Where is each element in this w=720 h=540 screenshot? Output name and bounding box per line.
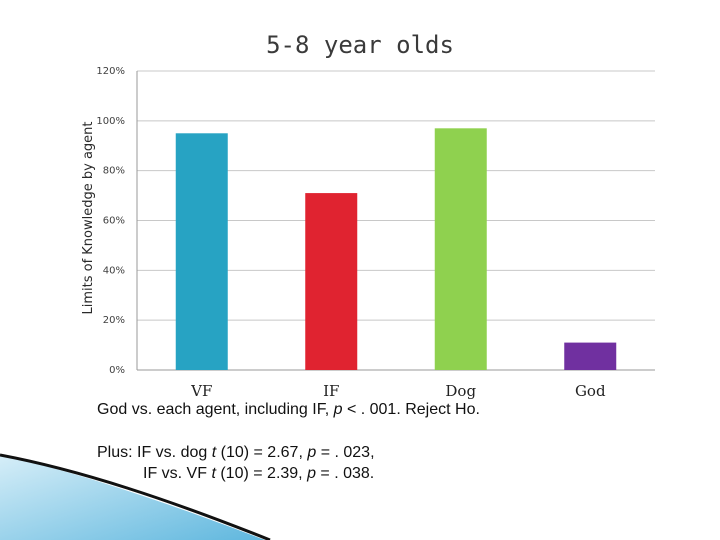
y-axis-label: Limits of Knowledge by agent <box>81 121 96 314</box>
y-tick-label: 120% <box>96 66 125 77</box>
y-tick-label: 20% <box>103 315 125 326</box>
bar-god <box>564 342 617 370</box>
decorative-swoosh <box>0 455 265 540</box>
y-tick-label: 0% <box>109 365 125 376</box>
y-tick-label: 60% <box>103 216 125 227</box>
comparison-note-2: IF vs. VF t (10) = 2.39, p = . 038. <box>143 465 375 482</box>
bar-dog <box>434 128 487 370</box>
x-category-label: God <box>575 382 606 400</box>
x-category-label: VF <box>190 382 212 400</box>
bar-if <box>305 193 358 370</box>
bar-vf <box>175 133 228 370</box>
comparison-note-1: Plus: IF vs. dog t (10) = 2.67, p = . 02… <box>97 444 375 461</box>
significance-note: God vs. each agent, including IF, p < . … <box>97 401 480 418</box>
chart-title: 5-8 year olds <box>266 31 454 59</box>
y-tick-label: 100% <box>96 116 125 127</box>
y-tick-label: 40% <box>103 265 125 276</box>
x-category-label: Dog <box>445 382 476 400</box>
x-category-label: IF <box>323 382 339 400</box>
decorative-swoosh-line <box>0 453 271 540</box>
y-tick-label: 80% <box>103 166 125 177</box>
